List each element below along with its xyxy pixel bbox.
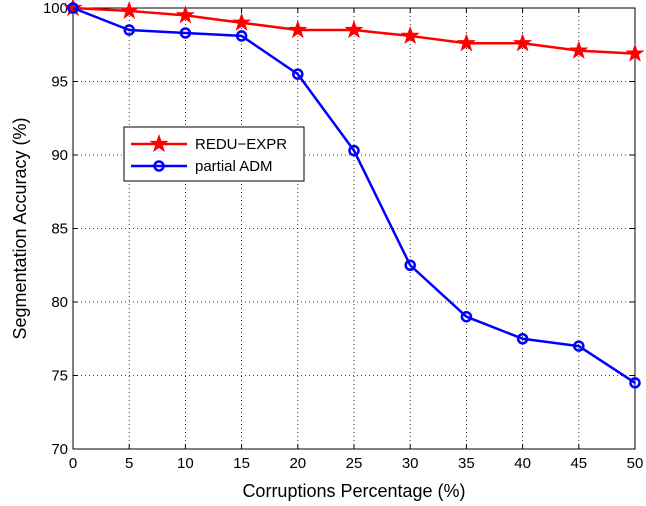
legend-label: partial ADM xyxy=(195,158,273,175)
data-point xyxy=(400,25,420,45)
data-point xyxy=(235,30,248,42)
legend-swatch-marker xyxy=(153,160,165,172)
y-tick-label: 80 xyxy=(51,294,68,311)
series-partial-adm xyxy=(67,2,641,389)
y-tick-label: 100 xyxy=(43,0,68,17)
data-point xyxy=(513,33,533,52)
x-tick-label: 20 xyxy=(289,455,306,472)
series-group xyxy=(63,0,645,389)
legend: REDU−EXPR partial ADM xyxy=(123,126,305,182)
data-point xyxy=(460,310,473,323)
y-tick-label: 70 xyxy=(51,441,68,458)
data-point xyxy=(456,33,476,52)
y-tick-label: 95 xyxy=(51,74,68,91)
y-tick-label: 90 xyxy=(51,147,68,164)
data-point xyxy=(179,27,192,39)
y-axis-label: Segmentation Accuracy (%) xyxy=(10,117,30,339)
x-tick-label: 5 xyxy=(125,455,133,472)
legend-swatch-marker xyxy=(149,133,169,153)
x-axis-label: Corruptions Percentage (%) xyxy=(242,481,465,501)
legend-box xyxy=(123,126,305,182)
data-point xyxy=(123,24,135,36)
x-tick-label: 10 xyxy=(177,455,194,472)
data-point xyxy=(625,43,645,62)
data-point xyxy=(292,68,304,80)
data-point xyxy=(404,259,416,271)
legend-items: REDU−EXPR partial ADM xyxy=(131,133,287,175)
x-tick-label: 15 xyxy=(233,455,250,472)
x-tick-label: 50 xyxy=(627,455,644,472)
data-point xyxy=(569,40,589,59)
y-tick-label: 75 xyxy=(51,368,68,385)
x-tick-label: 0 xyxy=(69,455,77,472)
data-point xyxy=(344,20,364,39)
series-redu-expr xyxy=(63,0,645,62)
x-tick-label: 35 xyxy=(458,455,475,472)
x-tick-label: 25 xyxy=(346,455,363,472)
axis-ticks: 0 5 10 15 20 25 30 35 40 45 50 70 75 80 85 90 95 100 xyxy=(43,0,643,472)
data-point xyxy=(629,377,641,389)
legend-label: REDU−EXPR xyxy=(195,136,287,153)
x-tick-label: 45 xyxy=(570,455,587,472)
series-line xyxy=(72,6,636,384)
data-point xyxy=(119,0,139,20)
data-point xyxy=(175,5,195,24)
y-tick-label: 85 xyxy=(51,221,68,238)
data-point xyxy=(67,2,79,14)
data-point xyxy=(516,333,529,345)
data-point xyxy=(348,144,360,157)
data-point xyxy=(232,12,252,31)
data-point xyxy=(573,340,585,352)
x-tick-label: 40 xyxy=(514,455,531,472)
data-point xyxy=(288,20,308,39)
x-tick-label: 30 xyxy=(402,455,419,472)
